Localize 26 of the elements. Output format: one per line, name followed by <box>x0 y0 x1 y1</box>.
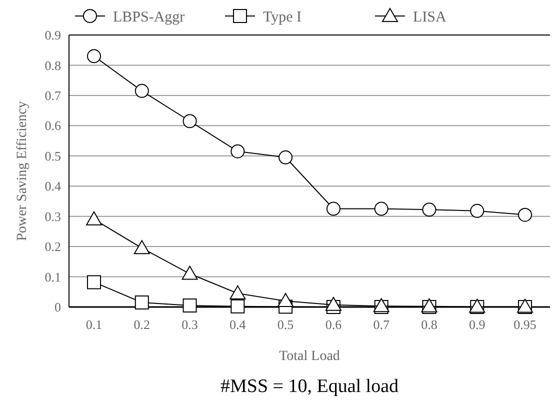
x-tick-label: 0.1 <box>86 317 102 332</box>
x-tick-label: 0.4 <box>230 317 246 332</box>
text: #MSS = 10, Equal load <box>220 376 400 397</box>
x-tick-label: 0.5 <box>277 317 294 332</box>
y-tick-label: 0.8 <box>44 58 61 73</box>
x-tick-label: 0.8 <box>421 317 438 332</box>
x-tick-label: 0.9 <box>468 317 486 332</box>
legend-label: LISA <box>413 9 446 26</box>
y-tick-label: 0.1 <box>44 269 61 284</box>
y-tick-label: 0.4 <box>44 178 62 194</box>
x-tick-label: 0.2 <box>134 317 150 332</box>
y-tick-label: 0.6 <box>44 118 62 134</box>
y-tick-label: 0.2 <box>44 239 61 254</box>
x-axis-title: Total Load <box>279 349 340 364</box>
legend-label: LBPS-Aggr <box>113 9 185 26</box>
legend-label: Type I <box>263 9 302 26</box>
y-tick-label: 0.3 <box>44 208 61 224</box>
x-tick-label: 0.6 <box>325 317 342 332</box>
y-tick-label: 0.9 <box>44 28 61 43</box>
x-tick-label: 0.95 <box>514 317 536 332</box>
x-tick-label: 0.3 <box>182 317 198 332</box>
y-tick-label: 0.7 <box>44 88 62 103</box>
y-tick-label: 0.5 <box>44 148 61 164</box>
x-tick-label: 0.7 <box>373 317 390 332</box>
y-tick-label: 0 <box>54 300 61 315</box>
y-axis-title: Power Saving Efficiency <box>15 101 30 241</box>
